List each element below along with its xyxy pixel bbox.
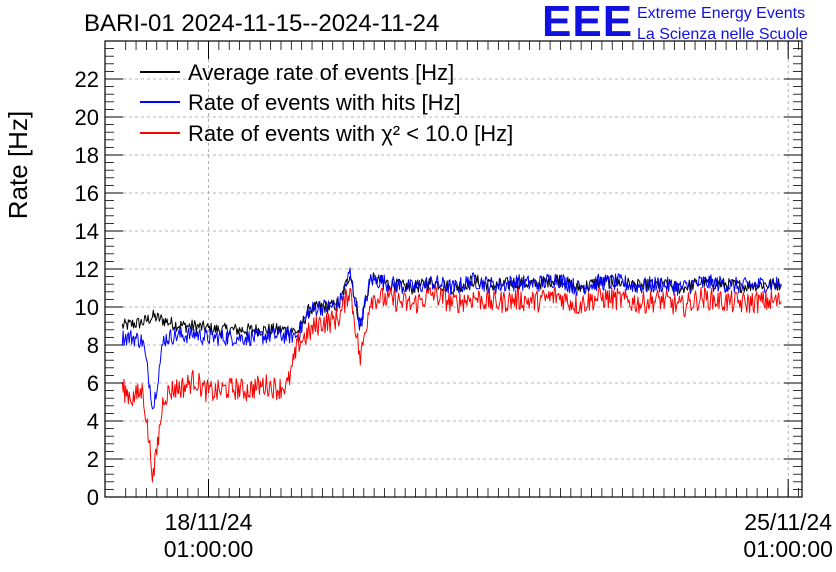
y-tick-label: 0 xyxy=(87,485,99,510)
series-line-hits xyxy=(121,267,782,410)
eee-logo-line2: La Scienza nelle Scuole xyxy=(637,26,808,43)
y-tick-label: 12 xyxy=(75,257,99,282)
tick-labels: 024681012141618202218/11/2401:00:0025/11… xyxy=(75,67,833,562)
legend: Average rate of events [Hz] Rate of event… xyxy=(140,60,513,146)
eee-logo: EEE Extreme Energy Events La Scienza nel… xyxy=(542,0,832,46)
y-tick-label: 22 xyxy=(75,67,99,92)
y-tick-label: 16 xyxy=(75,181,99,206)
legend-label: Rate of events with χ² < 10.0 [Hz] xyxy=(188,121,513,146)
legend-label: Rate of events with hits [Hz] xyxy=(188,90,461,115)
x-tick-label-date: 25/11/24 xyxy=(744,509,832,535)
x-tick-label-time: 01:00:00 xyxy=(164,536,254,562)
x-tick-label-date: 18/11/24 xyxy=(165,509,253,535)
y-axis-label: Rate [Hz] xyxy=(3,111,33,219)
y-tick-label: 8 xyxy=(87,333,99,358)
eee-logo-mark: EEE xyxy=(542,0,634,46)
y-tick-label: 18 xyxy=(75,143,99,168)
y-tick-label: 20 xyxy=(75,105,99,130)
chart-title: BARI-01 2024-11-15--2024-11-24 xyxy=(84,10,440,37)
y-tick-label: 6 xyxy=(87,371,99,396)
y-tick-label: 10 xyxy=(75,295,99,320)
y-tick-label: 4 xyxy=(87,409,99,434)
series-line-chi2 xyxy=(121,285,782,483)
legend-label: Average rate of events [Hz] xyxy=(188,60,454,85)
y-tick-label: 2 xyxy=(87,447,99,472)
series-layer xyxy=(121,267,782,483)
eee-logo-line1: Extreme Energy Events xyxy=(637,5,806,22)
y-tick-label: 14 xyxy=(75,219,99,244)
ticks xyxy=(105,40,802,498)
x-tick-label-time: 01:00:00 xyxy=(743,536,833,562)
